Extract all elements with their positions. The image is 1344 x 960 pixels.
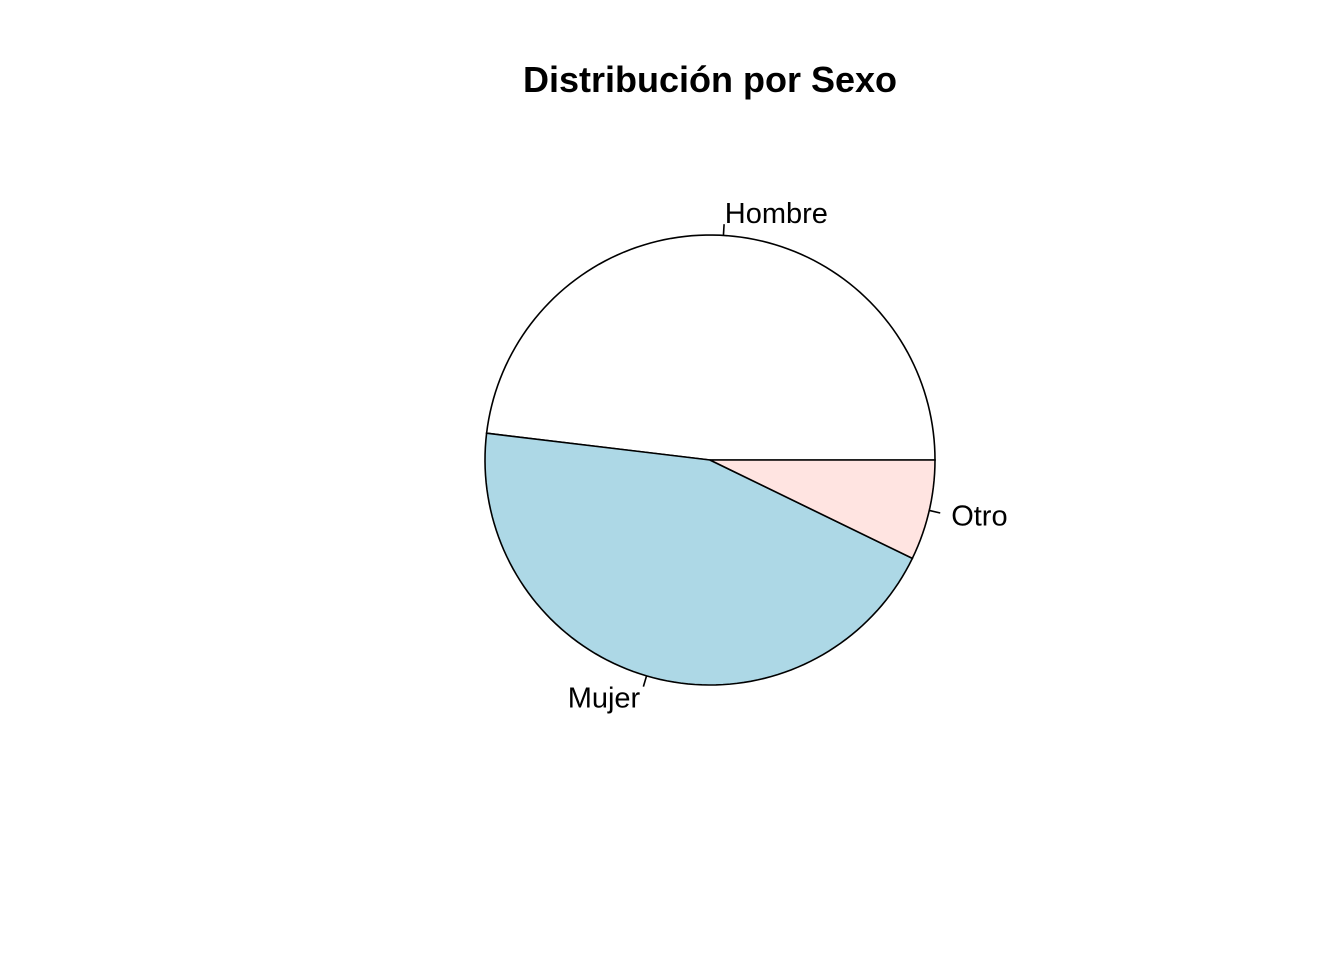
pie-slices [484,234,936,686]
label-tick-hombre [722,224,725,236]
label-tick-otro [929,509,941,514]
pie-slice-otro [709,459,936,560]
chart-title: Distribución por Sexo [523,59,897,100]
pie-label-hombre: Hombre [725,198,828,230]
pie-label-mujer: Mujer [568,682,641,714]
pie-label-otro: Otro [951,501,1007,533]
pie-labels: Hombre Mujer Otro [568,198,1008,715]
pie-slice-hombre [485,234,936,461]
label-tick-mujer [642,675,648,687]
